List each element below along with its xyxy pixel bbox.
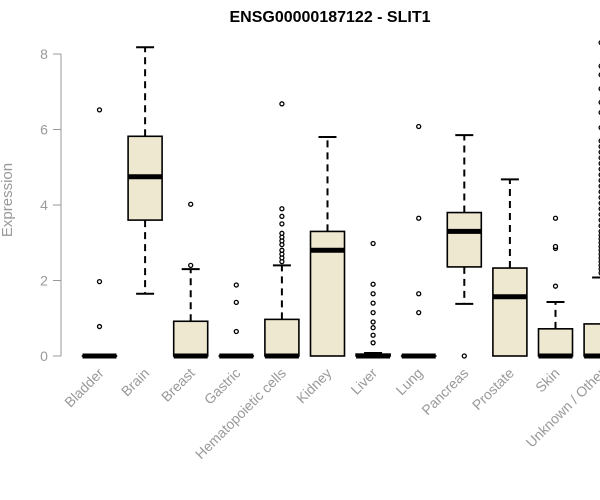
iqr-box <box>492 267 528 357</box>
outlier-point <box>370 309 376 316</box>
outlier-point <box>552 243 559 250</box>
x-tick-label: Hematopoietic cells <box>192 365 289 462</box>
x-tick-label: Prostate <box>469 365 517 413</box>
boxes <box>81 40 600 359</box>
y-axis-label: Expression <box>0 163 16 237</box>
iqr-box <box>446 211 483 268</box>
y-tick-label: 0 <box>40 348 48 364</box>
outlier-point <box>370 340 376 346</box>
iqr-box <box>264 318 300 357</box>
x-tick-label: Gastric <box>201 365 244 408</box>
outlier-point <box>416 309 422 316</box>
outlier-point <box>416 123 422 130</box>
outlier-point <box>188 262 194 269</box>
box-lung <box>400 123 437 359</box>
box-skin <box>537 215 574 359</box>
x-tick-label: Kidney <box>293 365 335 407</box>
x-tick-label: Breast <box>158 365 198 405</box>
outlier-point <box>188 201 194 207</box>
outlier-point <box>279 213 285 219</box>
outlier-point <box>370 300 376 306</box>
outlier-point <box>370 332 376 338</box>
y-tick-label: 2 <box>40 273 48 289</box>
outlier-point <box>233 282 239 288</box>
outlier-point <box>233 299 239 306</box>
outlier-point <box>370 319 376 325</box>
x-tick-label: Bladder <box>61 365 107 411</box>
outlier-point <box>96 107 103 113</box>
outlier-point <box>279 230 285 236</box>
y-tick-label: 8 <box>40 46 48 62</box>
box-breast <box>172 201 209 359</box>
box-gastric <box>218 282 255 359</box>
x-tick-label: Pancreas <box>418 365 471 418</box>
box-bladder <box>81 107 118 359</box>
box-pancreas <box>446 134 483 359</box>
outlier-point <box>279 101 285 107</box>
iqr-box <box>172 320 209 357</box>
outlier-point <box>416 291 422 297</box>
iqr-box <box>583 323 600 357</box>
outlier-point <box>552 215 559 221</box>
box-brain <box>127 46 163 295</box>
outlier-point <box>279 247 285 253</box>
outlier-point <box>370 281 376 287</box>
box-hematopoietic-cells <box>264 101 300 359</box>
iqr-box <box>537 328 574 357</box>
box-kidney <box>309 136 346 357</box>
outlier-point <box>233 328 239 335</box>
outlier-point <box>552 283 559 289</box>
outlier-point <box>279 221 285 227</box>
box-liver <box>355 240 391 359</box>
box-prostate <box>492 178 528 357</box>
outlier-point <box>279 206 285 212</box>
box-unknown-other <box>583 40 600 359</box>
x-tick-label: Brain <box>118 365 152 399</box>
y-ticks: 0 2 4 6 8 <box>40 46 61 364</box>
chart-title: ENSG00000187122 - SLIT1 <box>229 9 430 26</box>
y-tick-label: 4 <box>40 197 48 213</box>
y-tick-label: 6 <box>40 122 48 138</box>
outlier-point <box>370 291 376 297</box>
x-tick-label: Skin <box>532 365 563 396</box>
x-tick-label: Lung <box>392 365 425 398</box>
outlier-point <box>461 353 467 359</box>
x-tick-label: Liver <box>347 365 380 398</box>
outlier-point <box>416 215 422 221</box>
outlier-point <box>96 278 103 285</box>
outlier-point <box>370 325 376 331</box>
x-tick-label: Unknown / Other <box>523 365 600 451</box>
outlier-point <box>370 240 376 247</box>
outlier-point <box>96 323 103 330</box>
